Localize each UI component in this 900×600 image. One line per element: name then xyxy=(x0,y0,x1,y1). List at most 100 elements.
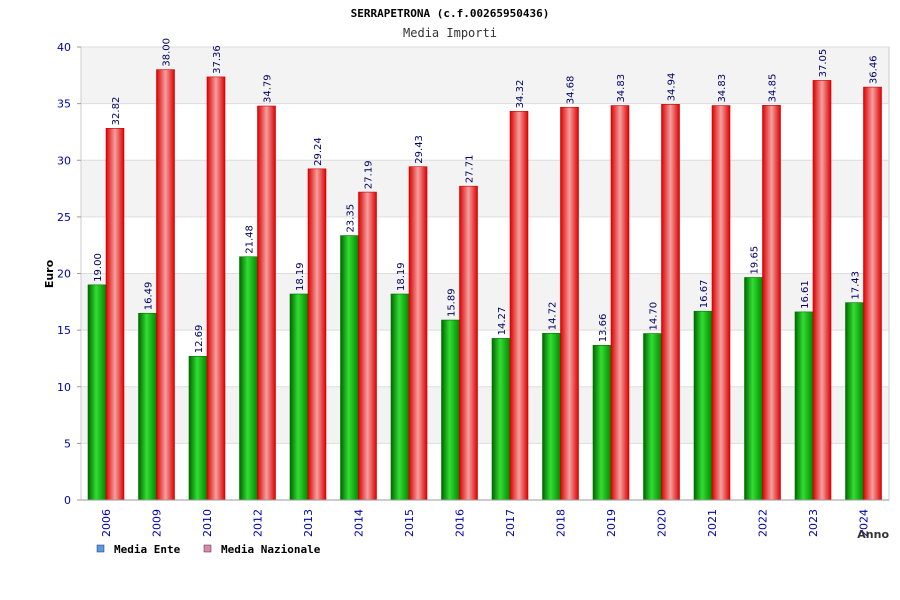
x-tick-label-2023: 2023 xyxy=(807,509,820,537)
data-label-media-ente-2009: 16.49 xyxy=(144,282,155,311)
data-label-media-ente-2019: 13.66 xyxy=(598,314,609,343)
y-tick-label: 0 xyxy=(64,494,71,507)
legend-swatch-media-nazionale xyxy=(203,544,212,553)
y-tick-label: 25 xyxy=(57,211,71,224)
chart-subtitle: Media Importi xyxy=(403,26,497,40)
bar-media-nazionale-2010 xyxy=(206,76,226,501)
x-tick-label-2020: 2020 xyxy=(656,509,669,537)
data-label-media-nazionale-2021: 34.83 xyxy=(717,74,728,103)
bar-media-ente-2020 xyxy=(643,333,662,501)
data-label-media-ente-2006: 19.00 xyxy=(93,253,104,282)
bar-media-ente-2019 xyxy=(592,345,612,501)
legend-label-media-ente: Media Ente xyxy=(114,543,181,556)
x-tick-label-2015: 2015 xyxy=(403,509,416,537)
data-label-media-nazionale-2015: 29.43 xyxy=(414,135,425,164)
legend-label-media-nazionale: Media Nazionale xyxy=(221,543,321,556)
y-tick-label: 20 xyxy=(57,268,71,281)
bar-media-ente-2024 xyxy=(845,302,864,501)
x-tick-label-2010: 2010 xyxy=(201,509,214,537)
bar-media-nazionale-2006 xyxy=(105,128,125,501)
data-label-media-ente-2020: 14.70 xyxy=(649,302,660,331)
data-label-media-ente-2017: 14.27 xyxy=(497,307,508,336)
data-label-media-nazionale-2018: 34.68 xyxy=(566,76,577,105)
bar-media-nazionale-2024 xyxy=(863,86,882,501)
x-axis-ticks: 2006 2009 2010 2012 2013 2014 2015 2016 2017 2018… xyxy=(81,499,889,537)
x-tick-label-2022: 2022 xyxy=(757,509,770,537)
data-label-media-nazionale-2020: 34.94 xyxy=(667,73,678,102)
bar-media-nazionale-2015 xyxy=(408,166,428,501)
data-label-media-ente-2018: 14.72 xyxy=(548,302,559,331)
data-label-media-nazionale-2009: 38.00 xyxy=(162,38,173,67)
data-label-media-nazionale-2016: 27.71 xyxy=(465,155,476,184)
y-tick-label: 30 xyxy=(57,154,71,167)
bar-media-ente-2012 xyxy=(239,256,258,501)
data-label-media-ente-2014: 23.35 xyxy=(346,204,357,233)
x-tick-label-2018: 2018 xyxy=(555,509,568,537)
legend: Media Ente Media Nazionale xyxy=(96,543,321,556)
data-label-media-nazionale-2014: 27.19 xyxy=(364,160,375,189)
bar-media-ente-2006 xyxy=(87,284,107,501)
bar-media-nazionale-2019 xyxy=(610,105,630,501)
data-label-media-ente-2015: 18.19 xyxy=(396,262,407,291)
x-tick-label-2017: 2017 xyxy=(504,509,517,537)
y-tick-label: 10 xyxy=(57,381,71,394)
x-tick-label-2014: 2014 xyxy=(353,509,366,537)
y-tick-label: 40 xyxy=(57,41,71,54)
data-label-media-nazionale-2012: 34.79 xyxy=(263,74,274,103)
data-label-media-nazionale-2010: 37.36 xyxy=(212,45,223,74)
bar-media-nazionale-2012 xyxy=(257,105,276,501)
bar-media-ente-2016 xyxy=(441,319,460,501)
x-tick-label-2012: 2012 xyxy=(252,509,265,537)
bar-media-nazionale-2014 xyxy=(358,191,377,501)
data-label-media-nazionale-2023: 37.05 xyxy=(818,49,829,78)
data-labels-group: 19.00 32.82 16.49 38.00 12.69 37.36 21.48 34.79… xyxy=(93,38,880,353)
bar-media-ente-2022 xyxy=(744,277,763,501)
data-label-media-nazionale-2013: 29.24 xyxy=(313,137,324,166)
legend-swatch-media-ente xyxy=(96,544,105,553)
x-tick-label-2024: 2024 xyxy=(858,509,871,537)
data-label-media-ente-2024: 17.43 xyxy=(851,271,862,300)
bar-media-ente-2021 xyxy=(693,310,713,501)
x-tick-label-2009: 2009 xyxy=(151,509,164,537)
y-tick-label: 5 xyxy=(64,437,71,450)
data-label-media-nazionale-2006: 32.82 xyxy=(111,97,122,126)
bar-media-ente-2018 xyxy=(542,332,561,501)
data-label-media-ente-2016: 15.89 xyxy=(447,288,458,317)
data-label-media-nazionale-2017: 34.32 xyxy=(515,80,526,109)
x-axis-label: Anno xyxy=(857,528,889,541)
x-tick-label-2013: 2013 xyxy=(302,509,315,537)
bars-group xyxy=(87,69,882,501)
x-tick-label-2006: 2006 xyxy=(100,509,113,537)
bar-media-nazionale-2013 xyxy=(307,168,327,501)
bar-media-nazionale-2022 xyxy=(762,105,781,501)
bar-media-ente-2010 xyxy=(188,355,208,501)
data-label-media-nazionale-2019: 34.83 xyxy=(616,74,627,103)
bar-media-nazionale-2017 xyxy=(509,111,529,501)
x-tick-label-2019: 2019 xyxy=(605,509,618,537)
x-tick-label-2021: 2021 xyxy=(706,509,719,537)
bar-media-nazionale-2023 xyxy=(812,80,832,501)
data-label-media-ente-2021: 16.67 xyxy=(699,280,710,309)
data-label-media-ente-2012: 21.48 xyxy=(245,225,256,254)
bar-media-nazionale-2020 xyxy=(661,104,680,501)
bar-media-nazionale-2018 xyxy=(560,106,579,501)
bar-media-nazionale-2016 xyxy=(459,185,478,501)
data-label-media-ente-2023: 16.61 xyxy=(800,280,811,309)
bar-media-ente-2014 xyxy=(340,235,359,501)
y-tick-label: 35 xyxy=(57,98,71,111)
bar-media-ente-2023 xyxy=(794,311,814,501)
bar-media-nazionale-2021 xyxy=(711,105,731,501)
data-label-media-nazionale-2022: 34.85 xyxy=(768,74,779,103)
data-label-media-nazionale-2024: 36.46 xyxy=(869,55,880,84)
bar-media-nazionale-2009 xyxy=(156,69,175,501)
y-axis-label: Euro xyxy=(43,259,56,288)
y-tick-label: 15 xyxy=(57,324,71,337)
chart-title: SERRAPETRONA (c.f.00265950436) xyxy=(351,7,550,20)
bar-media-ente-2013 xyxy=(289,293,309,501)
bar-media-ente-2015 xyxy=(390,293,410,501)
data-label-media-ente-2022: 19.65 xyxy=(750,246,761,275)
data-label-media-ente-2010: 12.69 xyxy=(194,325,205,354)
bar-media-ente-2017 xyxy=(491,338,511,501)
y-axis-ticks: 0 5 10 15 20 25 30 35 40 xyxy=(57,41,81,507)
